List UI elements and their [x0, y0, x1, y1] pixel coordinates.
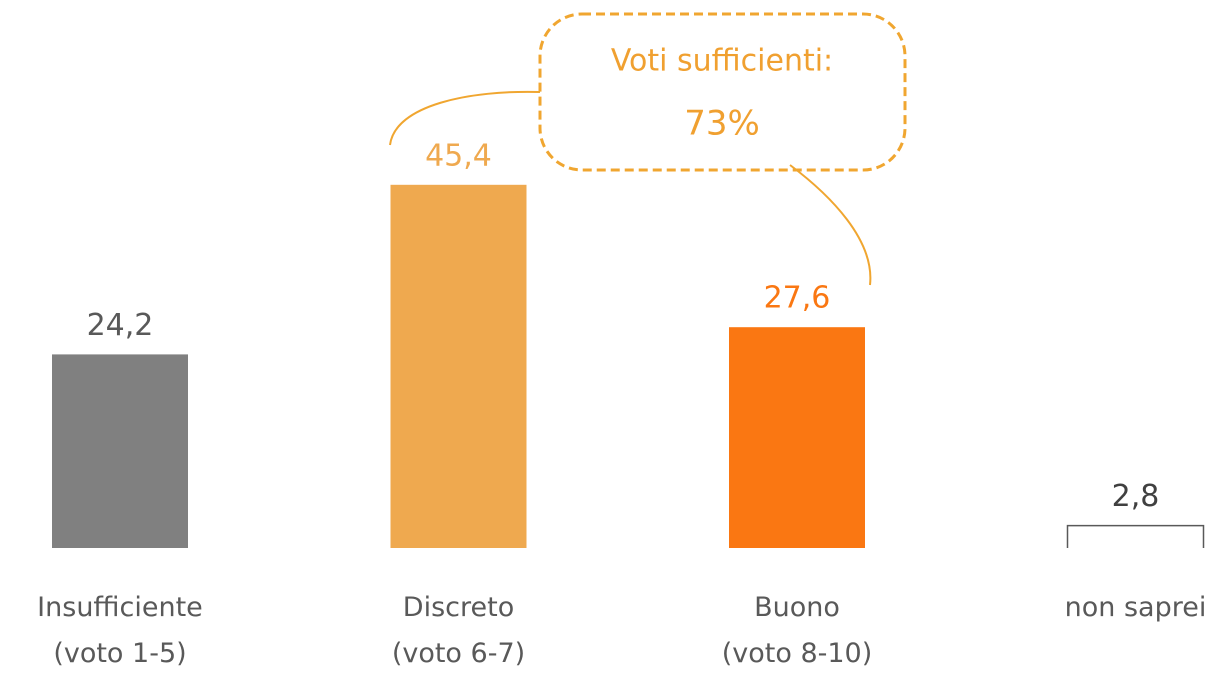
callout-value: 73% — [684, 104, 760, 144]
bar — [52, 354, 188, 548]
bar — [1066, 524, 1205, 548]
value-label: 27,6 — [764, 281, 831, 316]
x-tick-label: Buono (voto 8-10) — [721, 592, 873, 669]
value-label: 24,2 — [87, 308, 154, 343]
bar — [390, 184, 527, 549]
x-tick-label: Insufficiente (voto 1-5) — [37, 592, 203, 669]
x-tick-label: Discreto (voto 6-7) — [391, 592, 526, 669]
value-label: 2,8 — [1112, 479, 1160, 514]
bar — [729, 327, 865, 548]
value-label: 45,4 — [425, 138, 492, 173]
x-tick-label: non saprei — [1064, 592, 1207, 623]
callout-title: Voti sufficienti: — [611, 44, 833, 79]
callout-box — [538, 12, 907, 172]
callout-connector — [389, 90, 541, 146]
callout-connector — [789, 164, 872, 286]
